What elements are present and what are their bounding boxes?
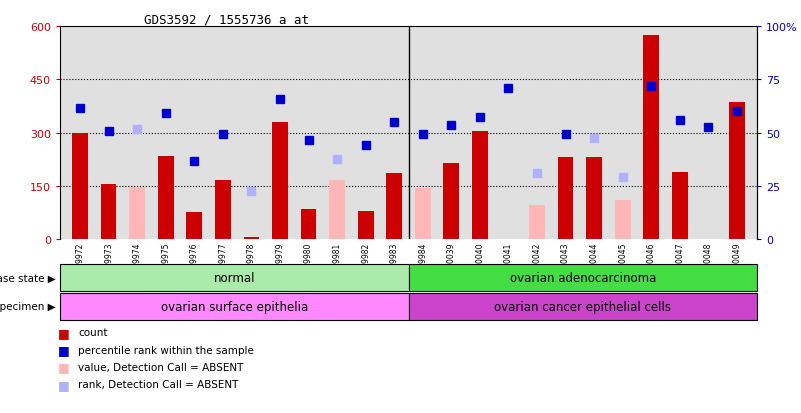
Bar [415,188,431,240]
Bar [472,131,488,240]
Text: GDS3592 / 1555736_a_at: GDS3592 / 1555736_a_at [143,13,308,26]
Text: rank, Detection Call = ABSENT: rank, Detection Call = ABSENT [78,380,239,389]
Bar [672,172,688,240]
Text: value, Detection Call = ABSENT: value, Detection Call = ABSENT [78,362,244,372]
Bar [409,293,757,320]
Bar [557,158,574,240]
Bar [358,211,373,240]
Bar [329,181,345,240]
Bar [444,163,459,240]
Bar [729,103,745,240]
Bar [586,187,602,240]
Bar [529,206,545,240]
Text: ■: ■ [58,378,70,391]
Bar [643,36,659,240]
Bar [409,264,757,291]
Text: ■: ■ [58,343,70,356]
Bar [158,156,174,240]
Bar [244,238,260,240]
Bar [72,133,88,240]
Bar [187,213,202,240]
Text: ovarian surface epithelia: ovarian surface epithelia [161,300,308,313]
Bar [129,187,145,240]
Text: count: count [78,328,108,337]
Bar [60,264,409,291]
Bar [386,174,402,240]
Text: ovarian adenocarcinoma: ovarian adenocarcinoma [509,271,656,284]
Text: normal: normal [214,271,255,284]
Bar [586,158,602,240]
Bar [300,209,316,240]
Text: ■: ■ [58,326,70,339]
Text: percentile rank within the sample: percentile rank within the sample [78,345,255,355]
Bar [272,123,288,240]
Text: disease state ▶: disease state ▶ [0,273,56,283]
Bar [101,185,116,240]
Text: ovarian cancer epithelial cells: ovarian cancer epithelial cells [494,300,671,313]
Bar [215,181,231,240]
Text: specimen ▶: specimen ▶ [0,301,56,312]
Bar [615,201,630,240]
Bar [60,293,409,320]
Text: ■: ■ [58,361,70,374]
